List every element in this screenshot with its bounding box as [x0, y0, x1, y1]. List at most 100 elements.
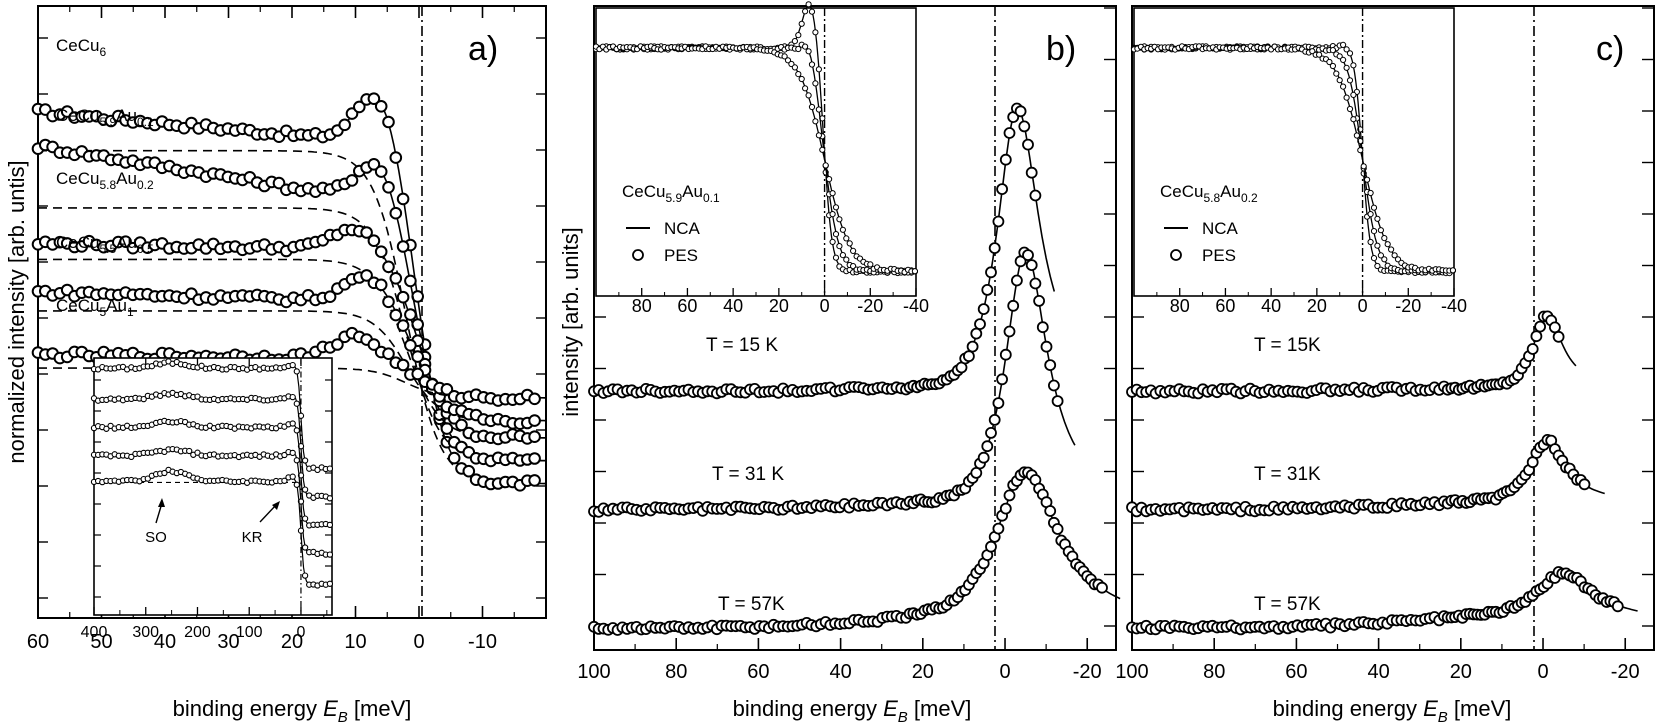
inset-pes-point [832, 204, 840, 211]
pes-data-point [1033, 294, 1045, 307]
x-tick-label: 100 [577, 661, 610, 683]
inset-pes-point [1343, 46, 1350, 53]
data-point [396, 319, 410, 332]
inset-pes-point [1329, 62, 1337, 70]
legend-nca-label: NCA [1202, 219, 1239, 238]
inset-x-tick-label: 400 [81, 624, 108, 641]
inset-pes-point [808, 103, 816, 111]
pes-data-point [1025, 259, 1038, 272]
inset-data-point [326, 580, 334, 587]
pes-data-point [1611, 600, 1624, 613]
x-tick-label: 0 [413, 631, 424, 653]
inset-pes-point [1357, 147, 1364, 154]
pes-data-point [1003, 127, 1016, 139]
inset-data-point [326, 465, 334, 472]
pes-data-point [1534, 320, 1546, 333]
pes-data-point [988, 242, 1001, 255]
inset-pes-point [1309, 48, 1316, 55]
data-point [411, 350, 425, 363]
inset-data-point [281, 451, 288, 459]
inset-data-point [198, 362, 205, 369]
inset-pes-point [1364, 176, 1371, 183]
data-point [396, 240, 410, 253]
inset-pes-point [795, 71, 802, 78]
inset-pes-point [1336, 77, 1343, 84]
panel-b-axis-ticks: 100 80 60 40 20 0 -20 [577, 7, 1116, 683]
pes-data-point [985, 266, 997, 279]
pes-data-point [1018, 120, 1031, 133]
pes-data-point [1029, 189, 1042, 202]
inset-pes-point [805, 48, 812, 55]
pes-data-point [1036, 321, 1049, 334]
x-tick-label: 50 [90, 631, 112, 653]
data-point [440, 422, 454, 435]
panel-b-series [588, 102, 1121, 636]
inset-pes-point [832, 254, 840, 261]
inset-pes-point [805, 92, 812, 99]
inset-pes-point [1370, 255, 1378, 262]
pes-data-point [1549, 321, 1561, 334]
legend-pes-marker [1170, 249, 1182, 261]
x-tick-label: 60 [747, 661, 769, 683]
inset-pes-point [846, 240, 853, 247]
inset-x-tick-label: 0 [1358, 296, 1368, 316]
inset-pes-point [1336, 53, 1343, 60]
data-point [374, 165, 388, 178]
x-tick-label: 60 [27, 631, 49, 653]
x-tick-label: 30 [217, 631, 239, 653]
inset-pes-point [867, 261, 874, 268]
data-point [374, 245, 388, 258]
inset-data-point [326, 521, 334, 529]
pes-data-point [977, 303, 990, 316]
series-label: CeCu5.5Au0.5 [56, 233, 154, 256]
inset-pes-point [850, 263, 857, 270]
data-point [411, 367, 425, 381]
x-tick-label: 40 [1367, 661, 1389, 683]
inset-pes-point [808, 8, 816, 15]
panel-a-y-axis-label: normalized intensity [arb. untis] [4, 160, 29, 463]
pes-data-point [992, 215, 1005, 228]
data-point [382, 115, 395, 129]
inset-data-point [293, 368, 300, 375]
inset-data-point [144, 475, 151, 482]
x-tick-label: 80 [1203, 661, 1225, 683]
panel-a-series [31, 92, 547, 492]
inset-pes-point [836, 216, 843, 223]
inset-pes-point [843, 235, 850, 242]
inset-pes-point [829, 238, 836, 245]
panel-c-inset-content: 80 60 40 20 0 -20 -40 [1130, 8, 1467, 316]
x-tick-label: 40 [154, 631, 176, 653]
panel-c-frame [1131, 5, 1655, 651]
inset-data-point [289, 420, 296, 427]
data-point [382, 181, 395, 194]
inset-data-point [194, 449, 201, 456]
inset-pes-point [802, 8, 809, 15]
data-point [389, 272, 403, 285]
inset-x-tick-label: 40 [1261, 296, 1281, 316]
data-point [447, 451, 461, 465]
data-point [374, 278, 388, 292]
inset-pes-point [791, 64, 799, 71]
pes-data-point [996, 373, 1008, 386]
pes-data-point [1022, 249, 1034, 262]
inset-pes-point [1374, 215, 1381, 222]
inset-pes-point [1346, 105, 1354, 113]
data-point [374, 100, 388, 113]
legend-pes-label: PES [664, 246, 698, 265]
pes-data-point [992, 397, 1005, 410]
pes-data-point [1526, 343, 1539, 355]
pes-data-point [1003, 325, 1016, 338]
inset-pes-point [1333, 70, 1340, 77]
pes-data-point [996, 183, 1008, 196]
inset-x-tick-label: 20 [1307, 296, 1327, 316]
inset-x-tick-label: 40 [723, 296, 743, 316]
pes-data-point [1014, 105, 1027, 118]
x-tick-label: 80 [665, 661, 687, 683]
inset-data-point [326, 495, 334, 502]
panel-b-x-axis-label: binding energy EB [meV] [733, 696, 972, 726]
inset-pes-point [1350, 91, 1357, 99]
pes-data-point [1530, 330, 1543, 343]
inset-data-point [289, 473, 296, 480]
data-point [389, 151, 403, 164]
inset-pes-point [802, 85, 809, 92]
